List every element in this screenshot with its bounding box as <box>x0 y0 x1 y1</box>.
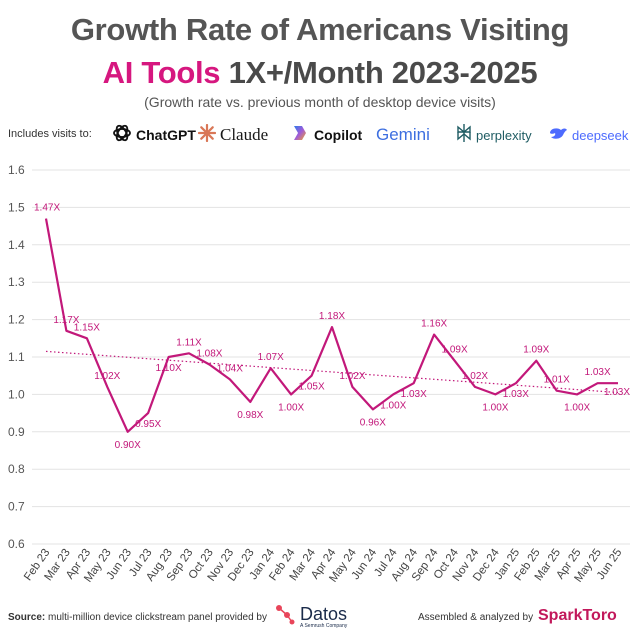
data-label: 1.00X <box>380 400 406 411</box>
claude-logo-icon <box>197 123 217 147</box>
copilot-logo-icon <box>290 123 310 148</box>
data-label: 1.02X <box>339 371 365 382</box>
sparktoro-logo: SparkToro <box>538 607 617 624</box>
brand-name: Gemini <box>376 125 430 144</box>
brand-chatgpt: ChatGPT <box>112 124 196 146</box>
data-points <box>45 218 619 432</box>
series-line <box>44 218 618 433</box>
chart-subtitle: (Growth rate vs. previous month of deskt… <box>144 94 496 110</box>
y-tick-label: 1.3 <box>8 275 25 289</box>
y-tick-label: 0.9 <box>8 425 25 439</box>
data-label: 0.95X <box>135 419 161 430</box>
brand-name: deepseek <box>572 127 629 143</box>
y-tick-label: 1.1 <box>8 350 25 364</box>
data-label: 1.03X <box>585 367 611 378</box>
brand-name: perplexity <box>476 127 532 143</box>
y-tick-label: 1.0 <box>8 387 25 401</box>
data-label: 1.15X <box>74 322 100 333</box>
title-accent: AI Tools <box>102 55 221 90</box>
data-label: 1.03X <box>604 387 630 398</box>
data-label: 1.02X <box>462 371 488 382</box>
data-label: 1.02X <box>94 371 120 382</box>
source-label: Source: <box>8 612 46 623</box>
data-label: 1.05X <box>299 382 325 393</box>
data-label: 1.00X <box>278 402 304 413</box>
datos-name: Datos <box>300 603 348 624</box>
brand-gemini: Gemini <box>376 124 430 146</box>
brand-deepseek: deepseek <box>548 124 628 146</box>
y-tick-label: 1.6 <box>8 163 25 177</box>
data-label: 1.00X <box>482 402 508 413</box>
title-rest: 1X+/Month 2023-2025 <box>228 55 538 90</box>
data-label: 1.08X <box>196 348 222 359</box>
deepseek-logo-icon <box>548 125 568 146</box>
data-label: 1.03X <box>401 389 427 400</box>
data-label: 1.01X <box>544 375 570 386</box>
chatgpt-logo-icon <box>112 123 132 148</box>
data-label: 1.18X <box>319 311 345 322</box>
y-tick-label: 0.7 <box>8 500 25 514</box>
data-label: 1.04X <box>217 363 243 374</box>
assembled-note: Assembled & analyzed by <box>418 612 534 623</box>
data-label: 1.16X <box>421 319 447 330</box>
y-tick-label: 1.2 <box>8 313 25 327</box>
data-label: 0.98X <box>237 410 263 421</box>
y-tick-label: 0.8 <box>8 462 25 476</box>
y-tick-label: 1.4 <box>8 238 25 252</box>
datos-subtitle: A Semrush Company <box>300 622 348 629</box>
data-label: 0.96X <box>360 417 386 428</box>
includes-label: Includes visits to: <box>8 128 92 140</box>
trendline <box>45 350 619 394</box>
grid-layer <box>32 169 630 545</box>
y-tick-label: 0.6 <box>8 537 25 551</box>
data-label: 0.90X <box>115 440 141 451</box>
data-label: 1.00X <box>564 402 590 413</box>
data-label: 1.47X <box>34 203 60 214</box>
chart-title-line2: AI Tools 1X+/Month 2023-2025 <box>0 55 640 91</box>
datos-logo: Datos A Semrush Company <box>274 603 347 630</box>
brand-claude: Claude <box>197 123 269 147</box>
brand-perplexity: perplexity <box>456 123 532 148</box>
perplexity-logo-icon <box>456 123 472 148</box>
y-tick-label: 1.5 <box>8 200 25 214</box>
data-label: 1.07X <box>258 352 284 363</box>
brand-name: ChatGPT <box>136 127 196 143</box>
source-text: multi-million device clickstream panel p… <box>48 612 267 623</box>
data-label: 1.09X <box>442 345 468 356</box>
chart-title-line1: Growth Rate of Americans Visiting <box>70 12 570 47</box>
data-label: 1.09X <box>523 345 549 356</box>
data-label: 1.11X <box>176 337 202 348</box>
brand-name: Claude <box>220 125 269 144</box>
data-label: 1.03X <box>503 389 529 400</box>
source-note: Source: multi-million device clickstream… <box>8 612 267 623</box>
brand-name: Copilot <box>314 127 363 143</box>
data-label: 1.10X <box>156 363 182 374</box>
brand-copilot: Copilot <box>290 124 362 146</box>
datos-icon <box>274 603 296 630</box>
data-label: 1.17X <box>53 315 79 326</box>
y-axis-ticks: 0.6 0.7 0.8 0.9 1.0 1.1 1.2 1.3 1.4 1.5 1.6 <box>8 163 25 551</box>
